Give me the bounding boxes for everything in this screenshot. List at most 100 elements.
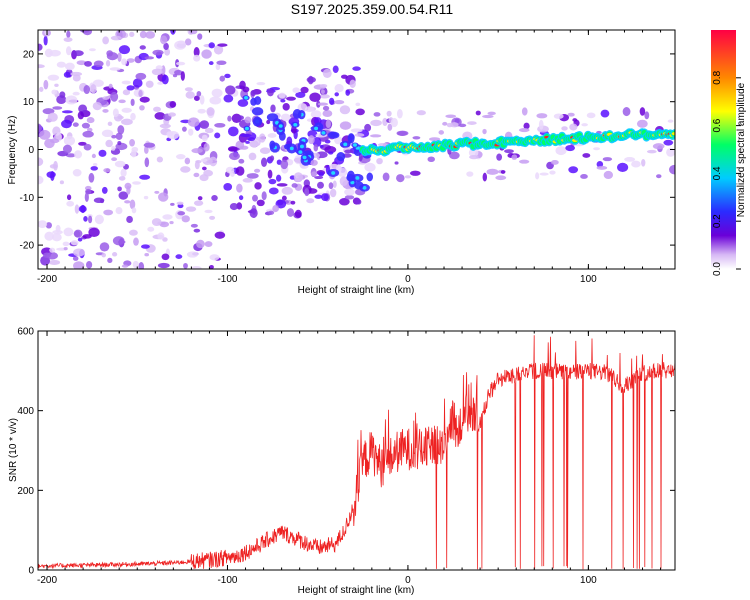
heatmap-cell xyxy=(319,83,328,88)
heatmap-cell xyxy=(297,103,308,113)
heatmap-cell xyxy=(208,42,215,49)
heatmap-cell xyxy=(91,153,96,159)
heatmap-cell xyxy=(458,123,467,128)
heatmap-cell xyxy=(185,206,197,212)
heatmap-cell xyxy=(242,178,253,183)
heatmap-cell xyxy=(206,107,215,116)
heatmap-cell xyxy=(121,107,132,113)
heatmap-cell xyxy=(336,152,346,162)
heatmap-cell xyxy=(118,45,131,55)
heatmap-cell xyxy=(130,112,136,121)
heatmap-cell xyxy=(130,98,135,107)
spectrogram-y-tick-label: 10 xyxy=(23,97,35,108)
heatmap-cell xyxy=(118,176,126,181)
heatmap-cell xyxy=(133,237,139,246)
heatmap-cell xyxy=(184,87,193,92)
heatmap-cell xyxy=(495,175,507,181)
heatmap-peak xyxy=(350,180,355,185)
heatmap-cell xyxy=(121,118,133,126)
heatmap-cell xyxy=(272,205,279,213)
heatmap-cell xyxy=(157,232,165,240)
heatmap-cell xyxy=(328,182,334,190)
spectrogram-x-tick-label: 0 xyxy=(405,274,411,285)
heatmap-cell xyxy=(568,166,579,174)
heatmap-cell xyxy=(369,134,382,138)
heatmap-cell xyxy=(169,101,177,108)
spectrogram-x-ticks: -200 -100 0 100 xyxy=(37,30,662,285)
heatmap-cell xyxy=(59,91,66,99)
heatmap-cell xyxy=(107,257,113,264)
snr-x-tick-label: -200 xyxy=(37,575,57,586)
heatmap-cell xyxy=(656,174,662,179)
heatmap-cell xyxy=(103,209,114,216)
heatmap-cell xyxy=(228,152,240,161)
heatmap-cell xyxy=(50,170,55,181)
colorbar-tick-label: 0.2 xyxy=(712,214,723,228)
heatmap-cell xyxy=(268,210,275,215)
heatmap-cell xyxy=(322,68,332,78)
heatmap-cell xyxy=(89,48,96,52)
heatmap-cell xyxy=(286,208,295,217)
heatmap-cell xyxy=(144,157,150,168)
heatmap-cell xyxy=(236,183,243,193)
heatmap-cell xyxy=(404,175,412,179)
heatmap-peak xyxy=(293,122,298,127)
heatmap-cell xyxy=(48,259,61,265)
heatmap-cell xyxy=(47,112,58,122)
heatmap-cell xyxy=(73,261,85,269)
spectrogram-y-tick-label: 0 xyxy=(28,145,34,156)
heatmap-cell xyxy=(320,89,325,95)
heatmap-cell xyxy=(129,31,135,37)
heatmap-cell xyxy=(139,96,150,103)
heatmap-cell xyxy=(334,92,339,97)
snr-panel: -200 -100 0 100 0 200 400 600 Height of straig… xyxy=(8,327,676,596)
heatmap-cell xyxy=(429,137,441,142)
spectrogram-heatmap xyxy=(38,30,675,269)
heatmap-cell xyxy=(553,113,564,119)
heatmap-cell xyxy=(82,234,92,239)
heatmap-cell xyxy=(84,60,92,67)
heatmap-cell xyxy=(639,107,646,116)
spectrogram-x-tick-label: 100 xyxy=(580,274,597,285)
heatmap-cell xyxy=(602,157,613,162)
heatmap-cell xyxy=(332,180,337,188)
heatmap-cell xyxy=(397,131,408,136)
heatmap-peak xyxy=(362,185,367,190)
heatmap-cell xyxy=(339,197,350,206)
heatmap-cell xyxy=(275,174,282,182)
heatmap-cell xyxy=(111,157,118,161)
heatmap-cell xyxy=(319,144,324,148)
heatmap-cell xyxy=(122,89,131,96)
heatmap-cell xyxy=(523,122,530,130)
heatmap-cell xyxy=(193,54,201,62)
heatmap-cell xyxy=(345,89,351,96)
heatmap-cell xyxy=(237,99,249,107)
heatmap-cell xyxy=(112,108,119,118)
heatmap-cell xyxy=(227,146,238,152)
heatmap-cell xyxy=(65,95,78,105)
heatmap-cell xyxy=(254,168,261,173)
heatmap-cell xyxy=(153,106,161,112)
heatmap-cell xyxy=(186,251,199,258)
heatmap-cell xyxy=(214,231,226,239)
heatmap-cell xyxy=(281,186,293,195)
heatmap-cell xyxy=(90,166,98,171)
heatmap-cell xyxy=(366,172,374,182)
heatmap-cell xyxy=(59,180,64,185)
heatmap-cell xyxy=(102,108,109,113)
heatmap-cell xyxy=(236,115,244,121)
heatmap-cell xyxy=(217,43,228,47)
heatmap-cell xyxy=(39,86,44,92)
heatmap-cell xyxy=(322,109,333,117)
heatmap-cell xyxy=(215,63,221,71)
spectrogram-x-tick-label: -100 xyxy=(217,274,237,285)
heatmap-cell xyxy=(139,174,151,180)
colorbar-tick-label: 0.6 xyxy=(712,118,723,132)
heatmap-cell xyxy=(175,254,183,259)
heatmap-cell xyxy=(144,56,155,60)
heatmap-cell xyxy=(580,174,588,179)
heatmap-cell xyxy=(334,84,344,93)
heatmap-cell xyxy=(248,139,260,148)
heatmap-cell xyxy=(321,193,329,202)
heatmap-cell xyxy=(339,121,352,130)
